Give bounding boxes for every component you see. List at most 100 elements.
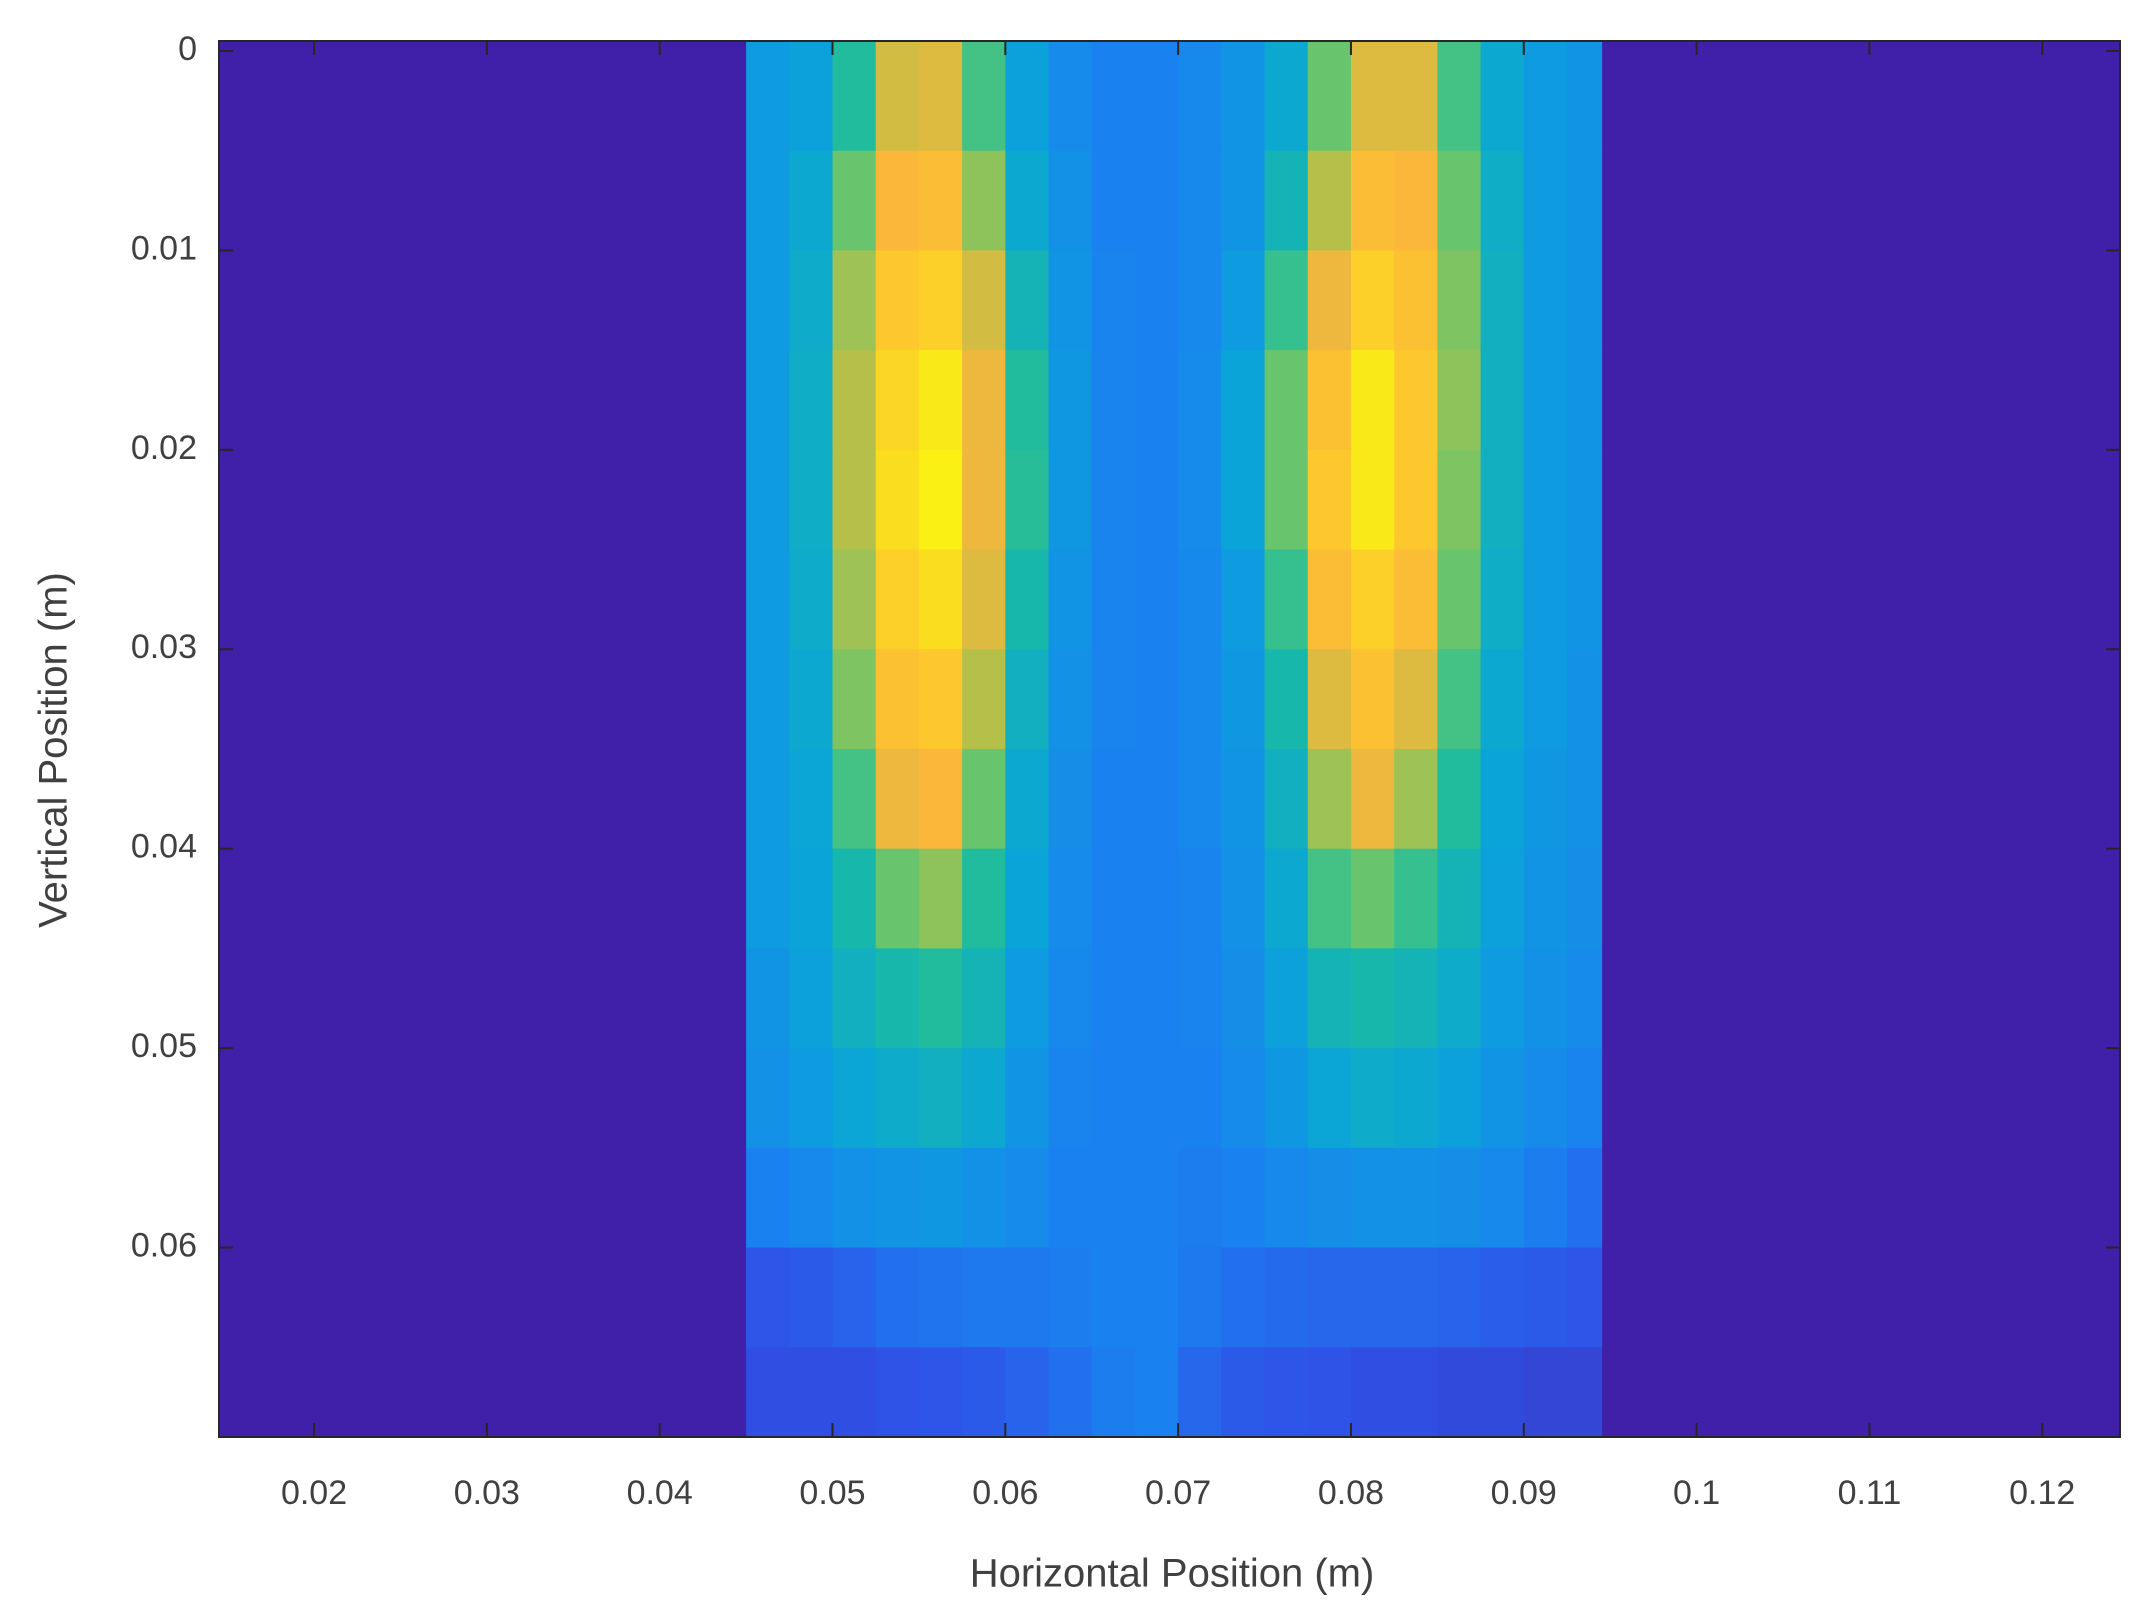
heat-cell bbox=[962, 250, 1006, 351]
heat-cell bbox=[1264, 41, 1309, 152]
heat-cell bbox=[1394, 250, 1438, 351]
heat-cell bbox=[1307, 250, 1352, 351]
heat-cell bbox=[1048, 1048, 1093, 1149]
heat-cell bbox=[1480, 1347, 1525, 1438]
heat-cell bbox=[1350, 41, 1395, 152]
heat-cell bbox=[1480, 449, 1525, 551]
heat-cell bbox=[1350, 449, 1395, 551]
heat-cell bbox=[746, 350, 790, 451]
heat-cell bbox=[1307, 1347, 1352, 1438]
heat-cell bbox=[832, 1347, 877, 1438]
heat-cell bbox=[1005, 1347, 1050, 1438]
heat-cell bbox=[1523, 549, 1568, 650]
heat-cell bbox=[1048, 1347, 1093, 1438]
heat-cell bbox=[1350, 1247, 1395, 1348]
heat-cell bbox=[1437, 41, 1482, 152]
heat-cell bbox=[1394, 1147, 1438, 1249]
heat-cell bbox=[962, 1147, 1006, 1249]
heat-cell bbox=[1048, 41, 1093, 152]
heat-cell bbox=[962, 848, 1006, 949]
heat-cell bbox=[1091, 250, 1136, 351]
y-tick-label: 0 bbox=[178, 30, 197, 68]
heat-cell bbox=[1394, 350, 1438, 451]
heat-cell bbox=[1091, 549, 1136, 650]
heat-cell bbox=[1307, 41, 1352, 152]
heat-cell bbox=[962, 1048, 1006, 1149]
heat-cell bbox=[1394, 1048, 1438, 1149]
heat-cell bbox=[832, 948, 877, 1049]
x-tick-label: 0.03 bbox=[454, 1474, 520, 1512]
heat-cell bbox=[1264, 350, 1309, 451]
heat-cell bbox=[1178, 1247, 1222, 1348]
heat-cell bbox=[962, 449, 1006, 551]
heat-cell bbox=[1178, 848, 1222, 949]
heat-cell bbox=[1523, 1147, 1568, 1249]
heat-cell bbox=[918, 449, 963, 551]
heat-cell bbox=[1048, 150, 1093, 251]
heat-cell bbox=[1394, 549, 1438, 650]
heat-cell bbox=[832, 549, 877, 650]
heat-cell bbox=[1480, 1147, 1525, 1249]
heat-cell bbox=[1005, 948, 1050, 1049]
heat-cell bbox=[1091, 748, 1136, 850]
heat-cell bbox=[1091, 948, 1136, 1049]
heat-cell bbox=[1178, 748, 1222, 850]
heat-cell bbox=[1134, 250, 1179, 351]
heat-cell bbox=[1178, 449, 1222, 551]
heat-cell bbox=[1394, 748, 1438, 850]
heat-cell bbox=[1523, 1247, 1568, 1348]
heat-cell bbox=[918, 1347, 963, 1438]
heat-cell bbox=[1307, 150, 1352, 251]
heat-cell bbox=[746, 150, 790, 251]
heat-cell bbox=[1091, 449, 1136, 551]
heat-cell bbox=[1134, 1048, 1179, 1149]
heat-cell bbox=[875, 41, 920, 152]
heat-cell bbox=[746, 848, 790, 949]
heat-cell bbox=[1437, 1147, 1482, 1249]
heat-cell bbox=[1480, 1247, 1525, 1348]
x-tick-label: 0.11 bbox=[1838, 1474, 1902, 1512]
heat-cell bbox=[1134, 948, 1179, 1049]
heat-cell bbox=[1178, 1048, 1222, 1149]
heat-cell bbox=[1134, 1247, 1179, 1348]
heat-cell bbox=[789, 350, 834, 451]
heat-cell bbox=[1005, 449, 1050, 551]
heat-cell bbox=[1221, 1147, 1266, 1249]
heat-cell bbox=[832, 1048, 877, 1149]
heat-cell bbox=[1523, 948, 1568, 1049]
y-tick-label: 0.06 bbox=[131, 1227, 197, 1265]
heat-cell bbox=[1134, 549, 1179, 650]
x-axis-label: Horizontal Position (m) bbox=[970, 1552, 1375, 1596]
heat-cell bbox=[962, 948, 1006, 1049]
heat-cell bbox=[1221, 150, 1266, 251]
heat-cell bbox=[1566, 948, 1603, 1049]
heat-cell bbox=[1005, 150, 1050, 251]
x-tick-label: 0.07 bbox=[1145, 1474, 1211, 1512]
heat-cell bbox=[1005, 649, 1050, 750]
heat-cell bbox=[918, 848, 963, 949]
heat-cell bbox=[1221, 649, 1266, 750]
x-tick-label: 0.02 bbox=[281, 1474, 347, 1512]
heat-cell bbox=[1394, 41, 1438, 152]
heat-cell bbox=[1437, 449, 1482, 551]
heat-cell bbox=[1350, 848, 1395, 949]
heat-cell bbox=[962, 748, 1006, 850]
heat-cell bbox=[875, 948, 920, 1049]
heat-cell bbox=[918, 41, 963, 152]
heat-cell bbox=[746, 549, 790, 650]
heat-cell bbox=[962, 41, 1006, 152]
heat-cell bbox=[875, 150, 920, 251]
heat-cell bbox=[789, 250, 834, 351]
heat-cell bbox=[1437, 250, 1482, 351]
heat-cell bbox=[832, 449, 877, 551]
heat-cell bbox=[1437, 1347, 1482, 1438]
heat-cell bbox=[1480, 948, 1525, 1049]
heat-cell bbox=[1005, 1247, 1050, 1348]
heat-cell bbox=[746, 1147, 790, 1249]
heat-cell bbox=[1350, 150, 1395, 251]
heat-cell bbox=[1437, 948, 1482, 1049]
heat-cell bbox=[1523, 1347, 1568, 1438]
heat-cell bbox=[1178, 1347, 1222, 1438]
heat-cell bbox=[1221, 350, 1266, 451]
heat-cell bbox=[1394, 649, 1438, 750]
